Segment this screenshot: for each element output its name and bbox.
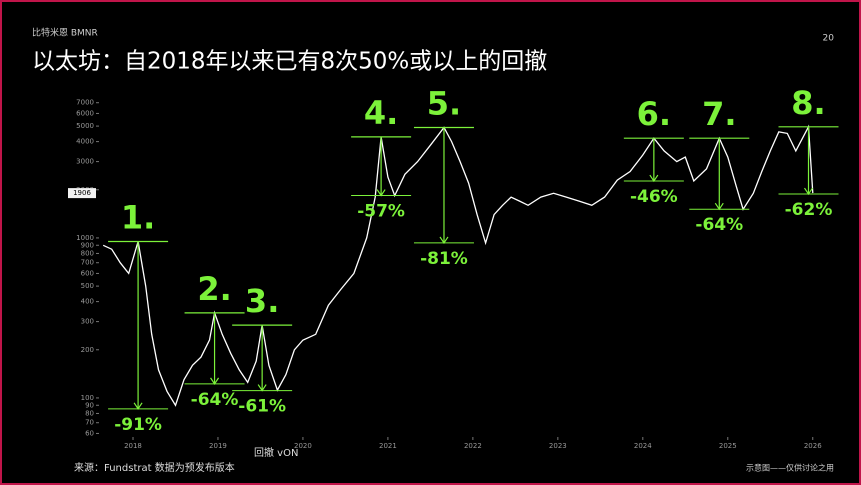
y-tick-label: 900 (81, 241, 94, 249)
x-tick-label: 2023 (549, 442, 567, 450)
drawdown-percent: -62% (785, 200, 833, 220)
y-tick-label: 200 (81, 346, 94, 354)
y-tick-label: 4000 (76, 138, 94, 146)
drawdown-percent: -57% (357, 202, 405, 222)
x-tick-label: 2021 (379, 442, 397, 450)
x-tick-label: 2020 (294, 442, 312, 450)
drawdown-number: 8. (791, 84, 825, 122)
drawdown-number: 2. (197, 270, 231, 308)
drawdown-number: 1. (121, 198, 155, 236)
slide-title: 以太坊：自2018年以来已有8次50%或以上的回撤 (32, 49, 547, 75)
drawdown-percent: -91% (114, 415, 162, 435)
drawdown-percent: -64% (695, 215, 743, 235)
y-tick-label: 1000 (76, 234, 94, 242)
x-tick-label: 2018 (124, 442, 142, 450)
drawdown-percent: -61% (238, 397, 286, 417)
drawdown-number: 3. (245, 282, 279, 320)
y-tick-label: 80 (85, 409, 94, 417)
x-tick-label: 2022 (464, 442, 482, 450)
y-tick-label: 60 (85, 429, 94, 437)
source: 来源：Fundstrat 数据为预发布版本 (74, 461, 235, 474)
y-tick-label: 3000 (76, 158, 94, 166)
y-tick-label: 400 (81, 298, 94, 306)
drawdown-percent: -81% (420, 249, 468, 269)
y-tick-label: 600 (81, 269, 94, 277)
page-number: 20 (823, 34, 835, 44)
y-tick-label: 100 (81, 394, 94, 402)
x-tick-label: 2025 (719, 442, 737, 450)
y-tick-label: 6000 (76, 109, 94, 117)
y-tick-label: 700 (81, 259, 94, 267)
y-tick-label: 500 (81, 282, 94, 290)
y-tick-label: 300 (81, 318, 94, 326)
y-tick-label: 7000 (76, 99, 94, 107)
brand: 比特米恩 BMNR (32, 27, 98, 39)
drawdown-percent: -46% (630, 187, 678, 207)
drawdown-percent: -64% (191, 390, 239, 410)
y-tick-label: 90 (85, 401, 94, 409)
y-tick-label: 800 (81, 249, 94, 257)
price-line (102, 124, 814, 407)
drawdown-number: 6. (637, 95, 671, 133)
x-tick-label: 2019 (209, 442, 227, 450)
y-tick-label: 70 (85, 419, 94, 427)
x-tick-label: 2024 (634, 442, 652, 450)
drawdown-number: 5. (427, 84, 461, 122)
current-value-label: 1906 (73, 189, 91, 197)
current-value-box (68, 188, 96, 199)
note: 示意图——仅供讨论之用 (746, 463, 834, 473)
drawdown-number: 7. (702, 95, 736, 133)
y-tick-label: 5000 (76, 122, 94, 130)
chart-caption: 回撤 vON (254, 446, 298, 459)
drawdown-number: 4. (364, 94, 398, 132)
x-tick-label: 2026 (804, 442, 822, 450)
